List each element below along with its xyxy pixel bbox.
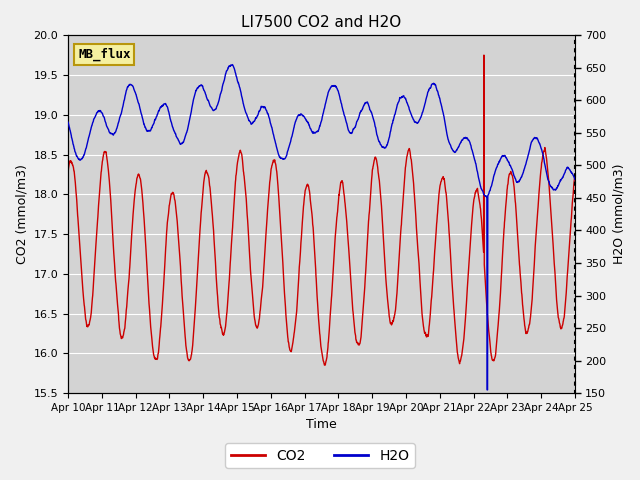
Y-axis label: CO2 (mmol/m3): CO2 (mmol/m3): [15, 164, 28, 264]
X-axis label: Time: Time: [306, 419, 337, 432]
Title: LI7500 CO2 and H2O: LI7500 CO2 and H2O: [241, 15, 401, 30]
Legend: CO2, H2O: CO2, H2O: [225, 443, 415, 468]
Text: MB_flux: MB_flux: [78, 48, 131, 61]
Y-axis label: H2O (mmol/m3): H2O (mmol/m3): [612, 164, 625, 264]
